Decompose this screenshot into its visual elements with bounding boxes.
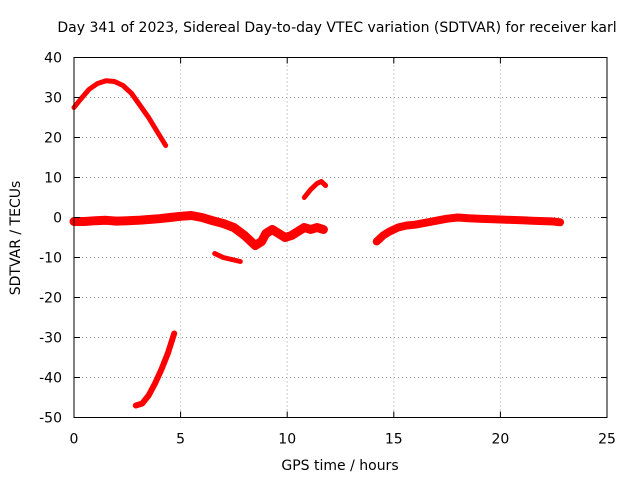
- axes: 0 5 10 15 20 25 -50 -40 -30 -20 -10 0 10 20 30 40: [39, 51, 616, 448]
- y-tick-label: 20: [44, 131, 62, 147]
- x-tick-label: 20: [491, 432, 509, 448]
- y-tick-label: -10: [39, 251, 62, 267]
- series-arc-6: [372, 213, 565, 246]
- series-arc-1: [71, 78, 169, 148]
- series-arc-2: [132, 330, 178, 409]
- y-tick-label: 10: [44, 171, 62, 187]
- y-tick-label: 30: [44, 91, 62, 107]
- plot-area: [69, 78, 565, 409]
- x-tick-label: 25: [598, 432, 616, 448]
- series-arc-4: [212, 251, 243, 264]
- x-tick-label: 15: [385, 432, 403, 448]
- grid: [74, 57, 607, 418]
- y-axis-label: SDTVAR / TECUs: [8, 181, 24, 296]
- y-tick-label: -40: [39, 371, 62, 387]
- y-tick-label: 0: [53, 211, 62, 227]
- y-tick-label: -20: [39, 291, 62, 307]
- plot-frame: [73, 57, 608, 418]
- y-tick-label: -30: [39, 331, 62, 347]
- x-tick-label: 10: [278, 432, 296, 448]
- y-tick-label: 40: [44, 51, 62, 67]
- x-axis-label: GPS time / hours: [281, 458, 398, 474]
- x-tick-label: 0: [70, 432, 79, 448]
- y-tick-label: -50: [39, 411, 62, 427]
- chart-title: Day 341 of 2023, Sidereal Day-to-day VTE…: [57, 20, 616, 36]
- series-arc-5: [301, 179, 329, 200]
- series-arc-3: [69, 211, 328, 250]
- x-tick-label: 5: [176, 432, 185, 448]
